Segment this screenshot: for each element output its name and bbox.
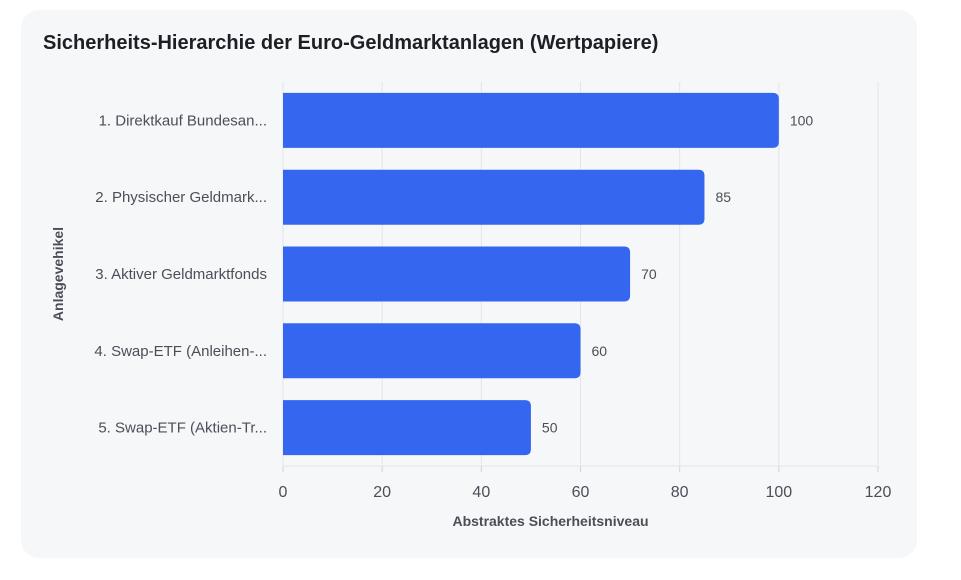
x-tick-label: 0 [279,484,288,501]
x-tick-label: 120 [865,484,892,501]
value-label: 60 [592,343,608,359]
value-label: 70 [641,266,657,282]
value-label: 85 [715,189,731,205]
x-tick-label: 100 [765,484,792,501]
x-tick-label: 60 [572,484,590,501]
category-label: 4. Swap-ETF (Anleihen-... [94,343,267,360]
bar-chart: 0 20 40 60 80 100 120 1. Direktkauf Bundesan...… [50,82,891,529]
x-tick-label: 80 [671,484,689,501]
bar [283,323,581,379]
bars [283,92,779,456]
bar [283,169,705,225]
category-label: 2. Physischer Geldmark... [95,189,267,206]
x-axis-title: Abstraktes Sicherheitsniveau [452,513,648,529]
category-label: 1. Direktkauf Bundesan... [99,112,267,129]
y-axis-title: Anlagevehikel [50,227,66,321]
chart-title: Sicherheits-Hierarchie der Euro-Geldmark… [43,32,659,54]
value-label: 50 [542,420,558,436]
bar [283,246,631,302]
category-label: 5. Swap-ETF (Aktien-Tr... [98,420,267,437]
bar [283,400,531,456]
bar [283,92,779,148]
x-tick-label: 40 [472,484,490,501]
category-label: 3. Aktiver Geldmarktfonds [95,266,267,283]
labels: 0 20 40 60 80 100 120 1. Direktkauf Bundesan...… [94,112,891,501]
value-label: 100 [790,112,814,128]
x-tick-label: 20 [373,484,391,501]
chart-card: Sicherheits-Hierarchie der Euro-Geldmark… [21,10,917,558]
